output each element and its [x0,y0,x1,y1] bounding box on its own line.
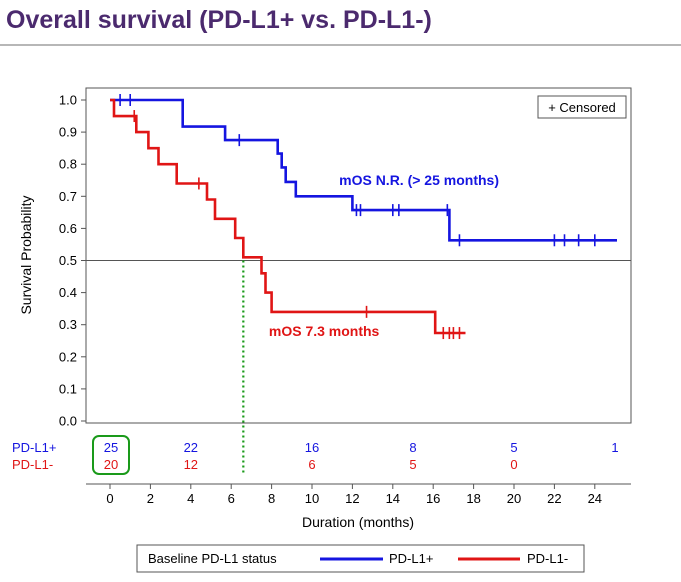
legend-label-pd-l1-neg: PD-L1- [527,551,568,566]
y-axis-label: Survival Probability [18,195,34,314]
annotation-mos-pd-l1-pos: mOS N.R. (> 25 months) [339,172,499,188]
x-tick-label: 10 [305,491,319,506]
x-tick-label: 12 [345,491,359,506]
baseline-counts-highlight [92,435,130,475]
annotation-mos-pd-l1-neg: mOS 7.3 months [269,323,380,339]
risk-count: 8 [409,440,416,455]
y-tick-label: 1.0 [59,93,77,108]
survival-curve-pd-l1-neg [110,98,466,335]
risk-count: 25 [104,440,118,455]
survival-curve-pd-l1-pos [110,98,617,242]
x-tick-label: 18 [466,491,480,506]
risk-row-label: PD-L1- [12,457,53,472]
y-tick-label: 0.7 [59,189,77,204]
y-tick-label: 0.6 [59,221,77,236]
y-tick-label: 0.9 [59,125,77,140]
y-tick-label: 0.5 [59,253,77,268]
y-axis: 0.0 0.1 0.2 0.3 0.4 0.5 0.6 0.7 0.8 0.9 1.0 [59,93,86,429]
risk-count: 5 [409,457,416,472]
numbers-at-risk-table: PD-L1+ 25 22 16 8 5 1 PD-L1- 20 12 6 5 0 [12,440,619,472]
risk-count: 1 [611,440,618,455]
censored-legend-box [537,95,627,119]
x-tick-label: 20 [507,491,521,506]
risk-count: 6 [308,457,315,472]
y-tick-label: 0.2 [59,349,77,364]
y-tick-label: 0.3 [59,317,77,332]
plot-frame [85,87,632,424]
x-axis-label: Duration (months) [302,514,414,530]
x-axis: 0 2 4 6 8 10 12 14 16 18 20 22 24 [86,483,631,506]
x-tick-label: 24 [588,491,602,506]
y-tick-label: 0.1 [59,381,77,396]
series-legend-title: Baseline PD-L1 status [148,551,277,566]
x-tick-label: 4 [187,491,194,506]
risk-count: 12 [184,457,198,472]
risk-count: 5 [510,440,517,455]
survival-curves [110,94,617,340]
y-tick-label: 0.4 [59,285,77,300]
x-tick-label: 6 [228,491,235,506]
page-title: Overall survival (PD-L1+ vs. PD-L1-) [6,6,432,34]
median-annotations: mOS N.R. (> 25 months) mOS 7.3 months [242,172,499,474]
risk-count: 20 [104,457,118,472]
x-tick-label: 8 [268,491,275,506]
x-tick-label: 14 [386,491,400,506]
censored-legend-label: + Censored [548,100,616,115]
risk-row-label: PD-L1+ [12,440,56,455]
title-divider [0,44,681,46]
risk-count: 0 [510,457,517,472]
risk-count: 22 [184,440,198,455]
y-tick-label: 0.8 [59,157,77,172]
y-tick-label: 0.0 [59,414,77,429]
x-tick-label: 0 [106,491,113,506]
legend-label-pd-l1-pos: PD-L1+ [389,551,433,566]
x-tick-label: 16 [426,491,440,506]
risk-count: 16 [305,440,319,455]
x-tick-label: 22 [547,491,561,506]
x-tick-label: 2 [147,491,154,506]
